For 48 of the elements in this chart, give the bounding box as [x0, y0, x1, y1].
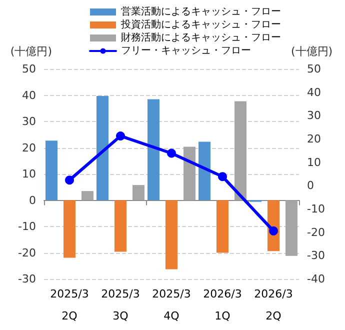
x-tick-label: 2026/3 1Q — [203, 288, 242, 322]
y2-axis-title: (十億円) — [291, 45, 333, 58]
bar — [198, 142, 210, 200]
bar — [82, 191, 94, 200]
y2-tick-label: -10 — [307, 202, 325, 216]
y-tick-label: 40 — [22, 88, 36, 102]
y-tick-label: 0 — [29, 194, 36, 207]
point — [167, 148, 176, 158]
bar — [234, 101, 246, 200]
legend-label: 財務活動によるキャッシュ・フロー — [121, 32, 281, 44]
bar — [114, 200, 126, 252]
legend-label: 投資活動によるキャッシュ・フロー — [120, 18, 281, 30]
bar — [166, 200, 178, 270]
bar — [96, 96, 108, 200]
y-tick-label: -10 — [18, 220, 36, 233]
x-tick-label: 2025/3 3Q — [101, 288, 140, 322]
y2-tick-label: 50 — [307, 62, 321, 76]
y2-tick-label: 40 — [307, 86, 321, 99]
y2-tick-label: 30 — [307, 109, 321, 122]
bar — [148, 99, 160, 200]
y-tick-label: -20 — [18, 246, 36, 260]
point — [269, 226, 278, 236]
y2-tick-label: -20 — [307, 226, 325, 239]
y2-tick-label: 0 — [307, 179, 314, 192]
y2-tick-label: 10 — [307, 156, 321, 169]
x-tick-label: 2026/3 2Q — [254, 288, 293, 322]
bar — [184, 146, 196, 200]
y-tick-label: -30 — [18, 272, 36, 286]
bar — [286, 200, 298, 256]
point — [65, 176, 74, 185]
x-tick-label: 2025/3 4Q — [152, 288, 191, 322]
bar — [46, 140, 58, 200]
legend-label: フリー・キャッシュ・フロー — [121, 46, 251, 56]
y-tick-label: 30 — [22, 115, 36, 128]
y-tick-label: 20 — [22, 141, 36, 154]
point — [218, 172, 227, 182]
y-tick-label: 50 — [22, 62, 36, 76]
bar — [216, 200, 228, 253]
legend-label: 営業活動によるキャッシュ・フロー — [121, 6, 281, 18]
y-axis-title: (十億円) — [10, 45, 52, 58]
bar — [132, 185, 144, 200]
y2-tick-label: -30 — [307, 249, 325, 262]
y-tick-label: 10 — [22, 168, 36, 180]
y2-tick-label: -40 — [307, 272, 325, 286]
y2-tick-label: 20 — [307, 132, 321, 146]
bar — [64, 200, 76, 258]
x-tick-label: 2025/3 2Q — [50, 288, 89, 322]
point — [116, 131, 125, 140]
